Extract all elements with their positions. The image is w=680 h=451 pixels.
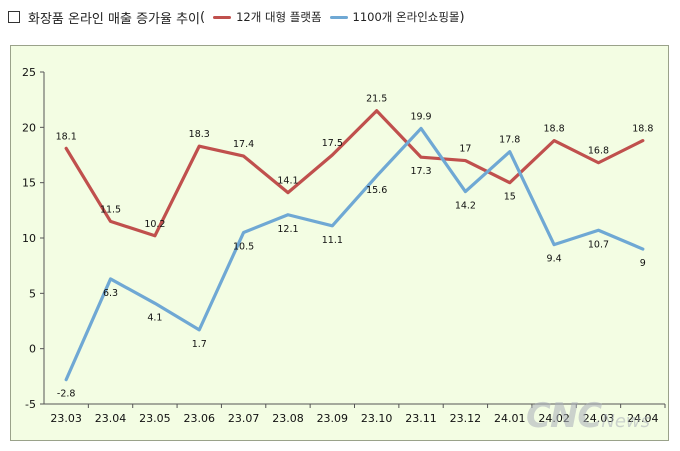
x-tick-label: 23.06	[184, 412, 216, 425]
legend-swatch-series-a	[213, 15, 232, 19]
series-line-a	[64, 109, 645, 238]
data-label-b: -2.8	[57, 389, 76, 400]
data-label-a: 11.5	[100, 204, 121, 215]
data-label-a: 21.5	[366, 94, 387, 105]
data-label-b: 9.4	[547, 254, 562, 265]
x-tick-label: 24.01	[494, 412, 526, 425]
y-tick-label: 20	[22, 121, 36, 134]
chart-title: 화장품 온라인 매출 증가율 추이	[28, 11, 201, 27]
x-tick-label: 23.03	[50, 412, 82, 425]
data-label-b: 10.5	[233, 241, 254, 252]
title-paren-close: )	[459, 9, 465, 25]
data-label-b: 1.7	[192, 339, 207, 350]
data-label-a: 16.8	[588, 146, 609, 157]
data-label-b: 11.1	[322, 235, 343, 246]
y-tick-label: 0	[29, 343, 36, 356]
data-label-b: 15.6	[366, 185, 387, 196]
chart-title-row: 화장품 온라인 매출 증가율 추이 ( 12개 대형 플랫폼 1100개 온라인…	[8, 6, 465, 28]
x-tick-label: 23.11	[405, 412, 437, 425]
x-tick-label: 24.04	[627, 412, 659, 425]
data-label-b: 6.3	[103, 288, 118, 299]
data-label-a: 17.5	[322, 138, 343, 149]
data-label-a: 17.4	[233, 139, 254, 150]
series-line-b	[64, 126, 645, 382]
data-label-a: 15	[504, 192, 516, 203]
data-label-b: 10.7	[588, 239, 609, 250]
square-bullet-icon	[8, 11, 20, 23]
data-label-b: 4.1	[147, 312, 162, 323]
y-tick-label: 10	[22, 232, 36, 245]
y-tick-label: -5	[25, 398, 36, 411]
data-label-a: 14.1	[277, 176, 298, 187]
x-tick-label: 23.10	[361, 412, 393, 425]
data-label-a: 10.2	[144, 219, 165, 230]
legend-label-series-a: 12개 대형 플랫폼	[236, 10, 322, 24]
x-tick-label: 23.04	[95, 412, 127, 425]
x-tick-label: 23.05	[139, 412, 171, 425]
legend-label-series-b: 1100개 온라인쇼핑몰	[352, 10, 460, 24]
data-label-b: 17.8	[499, 135, 520, 146]
data-label-a: 17	[459, 144, 471, 155]
data-label-b: 19.9	[410, 111, 431, 122]
legend-swatch-series-b	[329, 15, 348, 19]
data-label-a: 18.8	[544, 124, 565, 135]
x-tick-label: 24.03	[583, 412, 615, 425]
x-tick-label: 23.08	[272, 412, 304, 425]
y-tick-label: 25	[22, 66, 36, 79]
data-label-a: 18.3	[189, 129, 210, 140]
title-paren-open: (	[200, 9, 206, 25]
data-label-a: 18.8	[632, 124, 653, 135]
y-tick-label: 15	[22, 177, 36, 190]
data-label-b: 14.2	[455, 201, 476, 212]
data-label-a: 17.3	[410, 166, 431, 177]
data-label-b: 9	[640, 258, 646, 269]
y-tick-label: 5	[29, 287, 36, 300]
data-label-b: 12.1	[277, 224, 298, 235]
x-tick-label: 23.09	[317, 412, 349, 425]
x-tick-label: 24.02	[538, 412, 570, 425]
data-label-a: 18.1	[56, 131, 77, 142]
x-tick-label: 23.07	[228, 412, 260, 425]
x-tick-label: 23.12	[450, 412, 482, 425]
